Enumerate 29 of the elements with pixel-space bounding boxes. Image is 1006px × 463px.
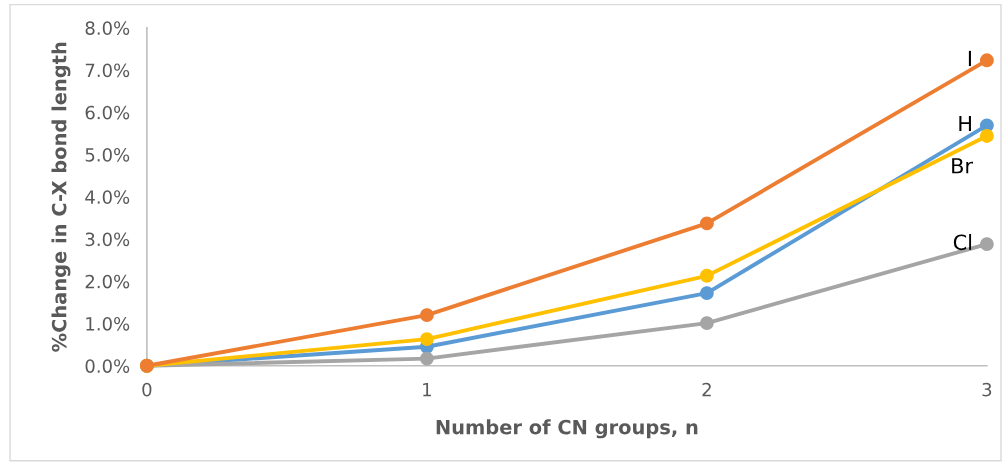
point: [699, 268, 714, 283]
series-label: Br: [952, 158, 973, 174]
y-tick-label: 2.0%: [85, 274, 130, 289]
point: [419, 308, 434, 323]
point: [699, 316, 714, 331]
point: [979, 128, 994, 143]
x-tick-label: 2: [702, 382, 711, 397]
y-tick-label: 8.0%: [85, 21, 130, 35]
y-tick-label: 1.0%: [86, 316, 130, 331]
point: [979, 237, 994, 252]
point: [419, 332, 434, 347]
point: [699, 216, 714, 231]
y-tick-label: 0.0%: [85, 359, 130, 373]
y-tick-label: 7.0%: [85, 63, 130, 78]
x-tick-label: 0: [142, 382, 152, 397]
y-tick-label: 6.0%: [85, 105, 130, 120]
x-tick-label: 1: [423, 382, 431, 397]
point: [699, 286, 714, 301]
y-tick-label: 3.0%: [85, 232, 130, 247]
point: [979, 53, 994, 68]
x-axis-title: Number of CN groups, n: [436, 419, 698, 439]
y-tick-label: 4.0%: [85, 190, 130, 204]
series-label: Cl: [953, 234, 972, 251]
y-axis-title: %Change in C-X bond length: [51, 42, 71, 352]
series-label: H: [959, 115, 971, 132]
point: [419, 351, 434, 366]
y-tick-label: 5.0%: [85, 147, 130, 162]
series-label: I: [968, 50, 971, 67]
x-tick-label: 3: [982, 382, 992, 397]
